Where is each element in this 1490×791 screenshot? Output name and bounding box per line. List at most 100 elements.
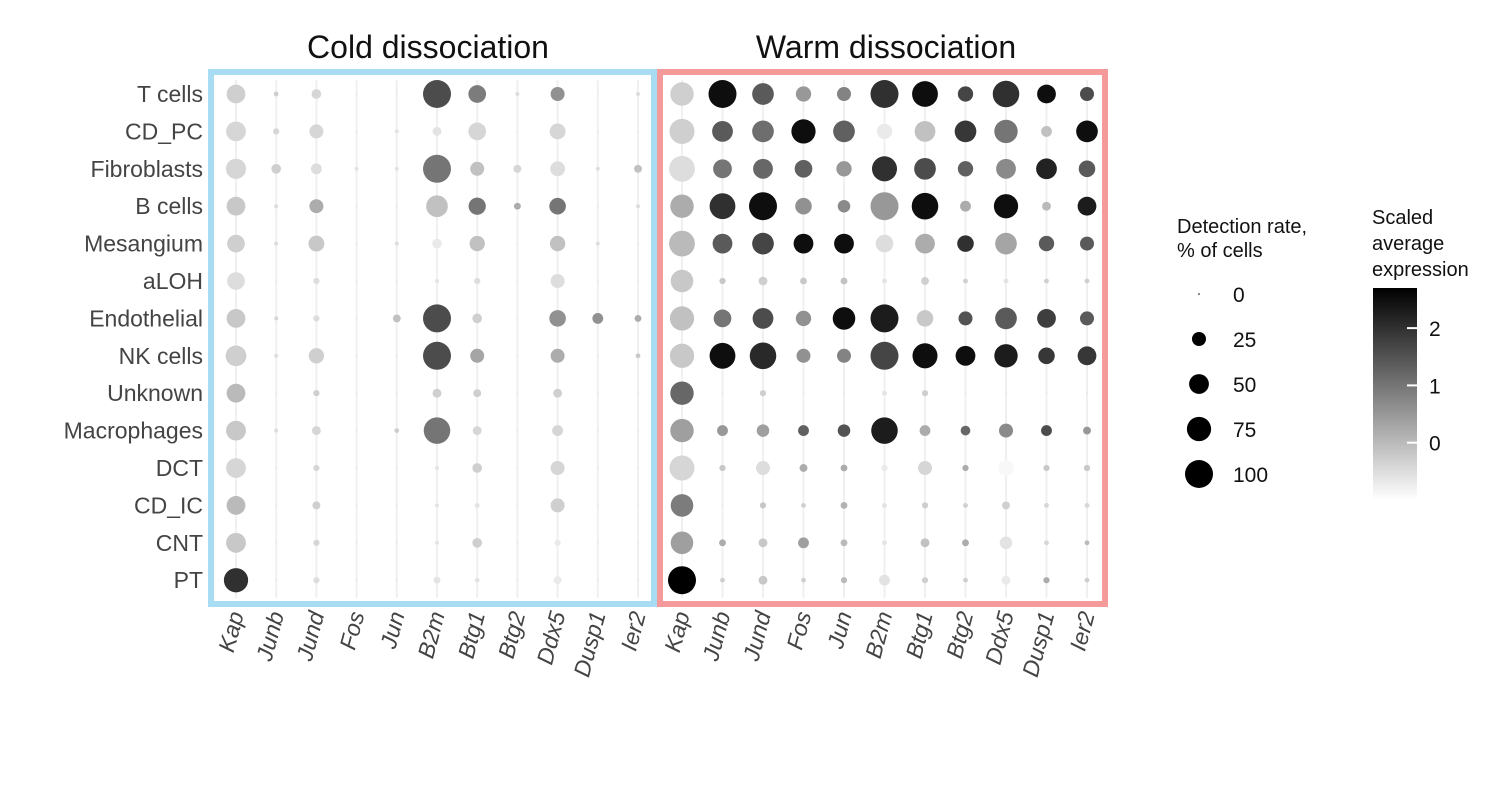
dot (1084, 278, 1090, 284)
dot (708, 80, 737, 108)
color-legend-bar (1373, 288, 1417, 500)
cell-type-label: NK cells (119, 343, 203, 369)
cell-type-label: Endothelial (89, 305, 203, 331)
dot (550, 498, 565, 513)
dot (597, 542, 599, 544)
dot (516, 130, 519, 133)
dot (1080, 87, 1094, 101)
dot (472, 426, 482, 436)
dot (719, 277, 726, 285)
dot (1086, 392, 1088, 395)
dot (552, 425, 564, 437)
cell-type-label: Fibroblasts (91, 156, 203, 182)
dot (1084, 577, 1090, 583)
dot (515, 92, 520, 96)
dot (882, 540, 887, 546)
dot (637, 280, 639, 282)
dot (275, 280, 278, 282)
dot (227, 272, 245, 290)
dot (670, 381, 694, 405)
dot (1044, 540, 1049, 546)
size-legend-dot (1198, 293, 1200, 295)
color-legend-title: expression (1372, 259, 1469, 281)
dot (474, 277, 481, 285)
dot (423, 304, 451, 333)
dot (717, 425, 728, 437)
dot (273, 128, 280, 135)
dot (843, 392, 845, 395)
dot (313, 277, 320, 285)
dot (516, 317, 519, 320)
dot (637, 579, 639, 581)
size-legend-title: % of cells (1177, 240, 1263, 262)
dot (226, 309, 246, 328)
dot (1038, 235, 1055, 252)
dot (597, 429, 599, 432)
dot (882, 278, 887, 284)
dot (309, 124, 324, 139)
dot (550, 348, 565, 363)
dot (999, 423, 1013, 438)
dot (836, 161, 852, 177)
dot (355, 429, 358, 432)
dot (992, 80, 1020, 108)
dot (311, 426, 321, 436)
cell-type-label: DCT (156, 455, 203, 481)
dot (225, 345, 247, 367)
dot (995, 232, 1017, 255)
dot (1038, 347, 1055, 365)
dot (553, 576, 562, 585)
dot (918, 461, 932, 475)
dot (712, 233, 733, 254)
dot (670, 531, 694, 555)
dot (749, 192, 777, 221)
dot (840, 464, 848, 472)
dot (313, 539, 320, 546)
dot (597, 392, 599, 395)
dot (312, 501, 321, 510)
dot (470, 348, 485, 363)
dot (794, 159, 813, 178)
dot (670, 82, 694, 106)
dot (912, 81, 938, 107)
gene-tick-label: Btg1 (900, 609, 937, 661)
dot (226, 458, 246, 478)
gene-tick-label: B2m (412, 609, 449, 661)
dot (670, 194, 694, 218)
panel-border (208, 69, 657, 607)
dot (636, 92, 640, 96)
dot (871, 417, 898, 444)
dot (911, 192, 939, 220)
dot (513, 164, 522, 173)
dot (226, 496, 246, 515)
dot (719, 464, 726, 472)
size-legend-label: 25 (1233, 329, 1256, 352)
dot (840, 577, 848, 584)
dot (958, 311, 973, 326)
dot (310, 163, 322, 175)
dot (516, 504, 519, 507)
panel-border (657, 69, 1108, 607)
dot (637, 429, 639, 432)
dot (1077, 196, 1097, 216)
dot (597, 467, 599, 469)
size-legend-label: 75 (1233, 419, 1256, 442)
dot (1001, 575, 1011, 585)
dot (597, 504, 599, 507)
dot (798, 537, 809, 549)
color-legend-title: Scaled (1372, 207, 1433, 229)
dot (752, 308, 774, 329)
panel-title: Cold dissociation (307, 29, 549, 65)
dot (1002, 501, 1010, 510)
dot (274, 241, 279, 246)
dot (713, 159, 732, 179)
dot (753, 158, 773, 179)
dot (597, 130, 599, 133)
dot (670, 494, 694, 517)
dot (912, 343, 938, 369)
dot (435, 540, 439, 545)
dot (595, 241, 600, 246)
dot (921, 390, 929, 397)
dot (550, 274, 565, 288)
dot (516, 429, 519, 432)
